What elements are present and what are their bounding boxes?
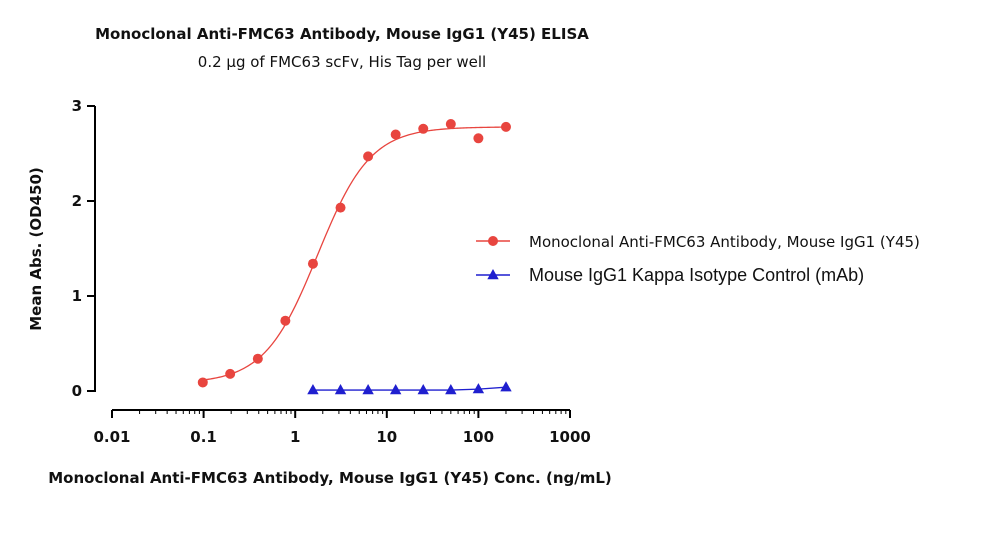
x-tick-label: 0.01 xyxy=(93,428,130,446)
y-axis-label: Mean Abs. (OD450) xyxy=(27,167,45,331)
y-tick-label: 1 xyxy=(72,287,82,305)
data-point xyxy=(473,133,484,144)
data-point xyxy=(363,151,374,162)
data-point xyxy=(252,353,263,364)
legend-label: Mouse IgG1 Kappa Isotype Control (mAb) xyxy=(529,265,864,285)
data-point xyxy=(418,123,429,134)
data-point xyxy=(225,368,236,379)
series-1-fit-curve xyxy=(202,126,506,381)
y-tick-label: 2 xyxy=(72,192,82,210)
data-point xyxy=(362,384,374,395)
data-point xyxy=(307,384,319,395)
data-point xyxy=(389,384,402,395)
legend-item-2: Mouse IgG1 Kappa Isotype Control (mAb) xyxy=(476,265,864,285)
data-point xyxy=(334,384,347,395)
chart-title: Monoclonal Anti-FMC63 Antibody, Mouse Ig… xyxy=(95,25,589,43)
data-point xyxy=(500,381,512,392)
y-tick-label: 3 xyxy=(72,97,82,115)
data-point xyxy=(500,121,511,132)
series-1 xyxy=(197,119,511,388)
data-point xyxy=(307,258,318,269)
legend-label: Monoclonal Anti-FMC63 Antibody, Mouse Ig… xyxy=(529,233,920,251)
x-tick-label: 100 xyxy=(463,428,494,446)
x-tick-label: 1000 xyxy=(549,428,591,446)
axes: 0.01 0.1 1 10 100 1000 0 1 2 3 xyxy=(72,97,591,446)
data-point xyxy=(280,315,291,326)
data-point xyxy=(445,119,456,130)
x-tick-label: 10 xyxy=(376,428,397,446)
data-point xyxy=(197,377,208,388)
data-point xyxy=(335,202,346,213)
series-2 xyxy=(307,381,512,395)
data-point xyxy=(472,383,485,394)
x-tick-label: 1 xyxy=(290,428,300,446)
data-point xyxy=(390,129,401,140)
legend-marker xyxy=(487,269,499,280)
legend-item-1: Monoclonal Anti-FMC63 Antibody, Mouse Ig… xyxy=(476,233,920,251)
series-2-line xyxy=(312,386,507,391)
chart-subtitle: 0.2 µg of FMC63 scFv, His Tag per well xyxy=(198,53,486,71)
plot-area xyxy=(197,119,512,395)
x-tick-label: 0.1 xyxy=(190,428,217,446)
y-tick-label: 0 xyxy=(72,382,82,400)
legend: Monoclonal Anti-FMC63 Antibody, Mouse Ig… xyxy=(476,233,920,285)
x-axis-label: Monoclonal Anti-FMC63 Antibody, Mouse Ig… xyxy=(48,469,612,487)
legend-marker xyxy=(488,236,498,246)
data-point xyxy=(445,384,457,395)
data-point xyxy=(417,384,429,395)
